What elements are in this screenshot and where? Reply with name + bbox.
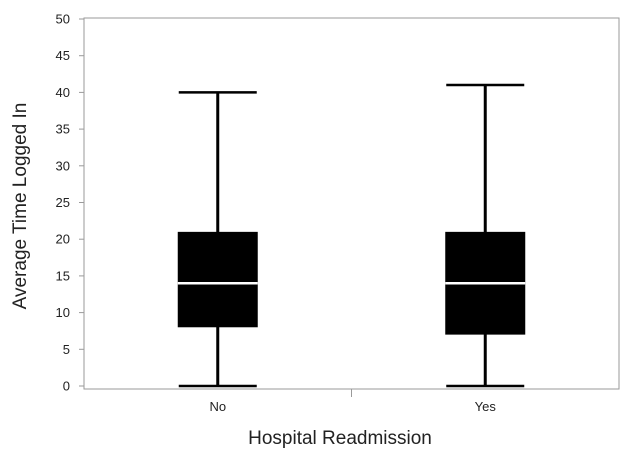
plot-frame [83, 17, 620, 390]
y-axis: 0 5 10 15 20 25 30 35 40 45 50 [56, 12, 84, 394]
y-tick-label-30: 30 [56, 158, 70, 173]
y-tick-label-50: 50 [56, 12, 70, 27]
box-series [177, 83, 526, 388]
y-tick-label-15: 15 [56, 268, 70, 283]
x-axis: No Yes [209, 389, 496, 414]
x-axis-label: Hospital Readmission [248, 428, 432, 449]
x-tick-label-no: No [209, 399, 226, 414]
y-tick-label-25: 25 [56, 195, 70, 210]
x-tick-label-yes: Yes [475, 399, 497, 414]
y-tick-label-10: 10 [56, 305, 70, 320]
y-tick-label-20: 20 [56, 232, 70, 247]
y-tick-label-35: 35 [56, 122, 70, 137]
y-tick-label-40: 40 [56, 85, 70, 100]
box-no [177, 231, 258, 328]
y-tick-label-5: 5 [63, 342, 70, 357]
y-tick-label-0: 0 [63, 379, 70, 394]
y-axis-label: Average Time Logged In [10, 103, 31, 310]
y-tick-label-45: 45 [56, 48, 70, 63]
